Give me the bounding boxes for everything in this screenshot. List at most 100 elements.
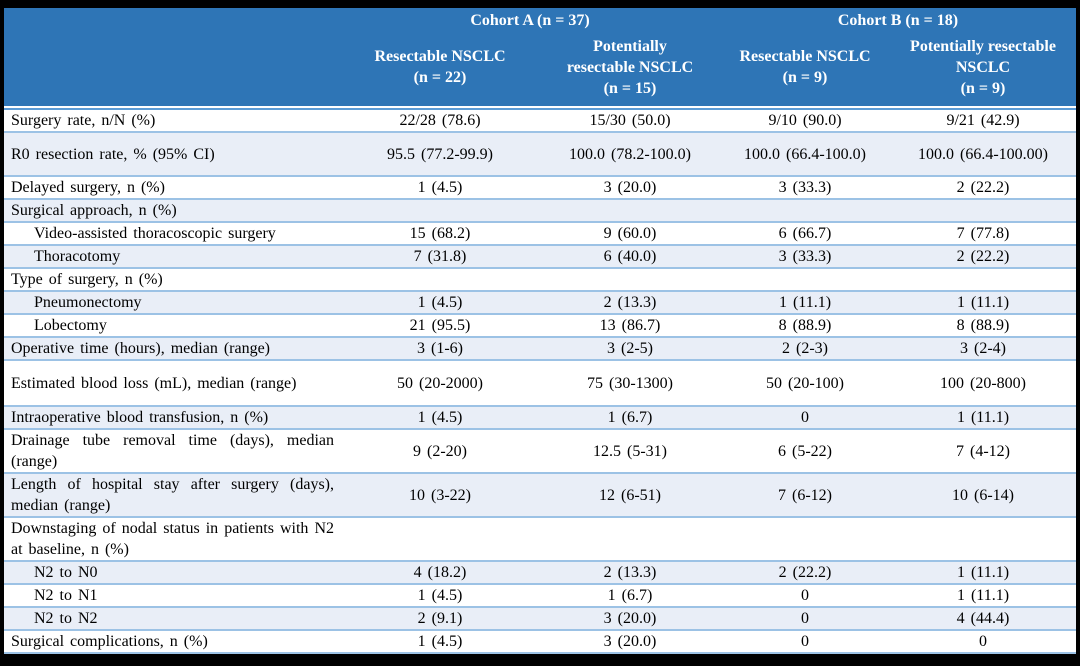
table-row-n2-to-n0: N2 to N0 4 (18.2) 2 (13.3) 2 (22.2) 1 (1… (4, 560, 1076, 583)
table-row-n2-to-n2: N2 to N2 2 (9.1) 3 (20.0) 0 4 (44.4) (4, 606, 1076, 629)
table-body: Surgery rate, n/N (%) 22/28 (78.6) 15/30… (4, 108, 1076, 654)
cell-value: 6 (5-22) (778, 442, 832, 460)
cell-value: 8 (88.9) (778, 317, 832, 334)
row-label: Length of hospital stay after surgery (d… (11, 476, 334, 514)
table-row-intraoperative-transfusion: Intraoperative blood transfusion, n (%) … (4, 405, 1076, 428)
cell-value: 3 (20.0) (603, 610, 657, 627)
table-row-thoracotomy: Thoracotomy 7 (31.8) 6 (40.0) 3 (33.3) 2… (4, 244, 1076, 267)
table-row-operative-time: Operative time (hours), median (range) 3… (4, 336, 1076, 359)
table-row-n2-to-n1: N2 to N1 1 (4.5) 1 (6.7) 0 1 (11.1) (4, 583, 1076, 606)
row-label: N2 to N2 (34, 610, 98, 627)
cell-value (720, 200, 890, 221)
cell-value: 10 (6-14) (952, 486, 1014, 504)
cell-value: 2 (13.3) (603, 564, 657, 581)
cell-value: 2 (2-3) (782, 340, 828, 357)
cell-value: 1 (4.5) (417, 587, 463, 604)
header-col-resectable-b: Resectable NSCLC (n = 9) (739, 48, 871, 86)
cell-value: 0 (801, 587, 809, 604)
cell-value: 0 (801, 633, 809, 650)
cell-value: 3 (33.3) (778, 248, 832, 265)
row-label: Thoracotomy (34, 248, 121, 265)
cell-value: 0 (801, 409, 809, 426)
row-label: Delayed surgery, n (%) (11, 179, 165, 196)
table-row-type-of-surgery-section: Type of surgery, n (%) (4, 267, 1076, 290)
cell-value: 1 (11.1) (956, 409, 1010, 426)
header-cohort-b: Cohort B (n = 18) (837, 12, 959, 29)
table-row-estimated-blood-loss: Estimated blood loss (mL), median (range… (4, 359, 1076, 405)
header-col-potentially-resectable-b: Potentially resectable NSCLC (n = 9) (910, 37, 1056, 97)
table-row-downstaging-section: Downstaging of nodal status in patients … (4, 516, 1076, 560)
cell-value: 7 (6-12) (778, 486, 832, 504)
cell-value: 2 (9.1) (417, 610, 463, 627)
header-cohort-a: Cohort A (n = 37) (470, 12, 590, 29)
cell-value: 9/21 (42.9) (946, 112, 1020, 129)
cell-value: 12 (6-51) (599, 486, 661, 504)
cell-value: 1 (11.1) (956, 294, 1010, 311)
cell-value: 8 (88.9) (956, 317, 1010, 334)
row-label: Downstaging of nodal status in patients … (11, 520, 334, 558)
cell-value (340, 269, 540, 290)
row-label: Lobectomy (34, 317, 107, 334)
cell-value: 22/28 (78.6) (399, 112, 481, 129)
cell-value (540, 200, 720, 221)
cell-value: 9/10 (90.0) (768, 112, 842, 129)
cell-value: 1 (4.5) (417, 294, 463, 311)
table-row-r0-resection: R0 resection rate, % (95% CI) 95.5 (77.2… (4, 131, 1076, 175)
cell-value: 4 (44.4) (956, 610, 1010, 627)
row-label: Pneumonectomy (34, 294, 142, 311)
row-label: Surgical complications, n (%) (11, 633, 208, 650)
cell-value: 0 (801, 610, 809, 627)
row-label: Operative time (hours), median (range) (11, 340, 271, 357)
table-row-pneumonectomy: Pneumonectomy 1 (4.5) 2 (13.3) 1 (11.1) … (4, 290, 1076, 313)
table-header: Cohort A (n = 37) Cohort B (n = 18) Rese… (4, 8, 1076, 108)
cell-value: 12.5 (5-31) (593, 442, 667, 460)
row-label: Type of surgery, n (%) (11, 271, 163, 288)
cell-value: 3 (20.0) (603, 633, 657, 650)
table-row-hospital-stay: Length of hospital stay after surgery (d… (4, 472, 1076, 516)
cell-value: 10 (3-22) (409, 486, 471, 504)
row-label: N2 to N0 (34, 564, 98, 581)
cell-value (890, 269, 1076, 290)
table-row-surgical-complications: Surgical complications, n (%) 1 (4.5) 3 … (4, 629, 1076, 652)
cell-value: 100.0 (78.2-100.0) (569, 145, 691, 163)
row-label: Surgical approach, n (%) (11, 202, 177, 219)
header-col-resectable-a: Resectable NSCLC (n = 22) (374, 48, 506, 86)
row-label: Drainage tube removal time (days), media… (11, 432, 334, 470)
row-label: R0 resection rate, % (95% CI) (11, 145, 215, 163)
cell-value (340, 200, 540, 221)
cell-value: 15/30 (50.0) (589, 112, 671, 129)
cell-value: 1 (6.7) (607, 587, 653, 604)
cell-value: 9 (2-20) (413, 442, 467, 460)
row-label: Surgery rate, n/N (%) (11, 112, 156, 129)
cell-value: 1 (4.5) (417, 409, 463, 426)
cell-value: 4 (18.2) (413, 564, 467, 581)
cell-value: 1 (4.5) (417, 179, 463, 196)
table-row-surgical-approach-section: Surgical approach, n (%) (4, 198, 1076, 221)
surgery-outcomes-table: Cohort A (n = 37) Cohort B (n = 18) Rese… (4, 8, 1076, 654)
cell-value (540, 518, 720, 560)
row-label: Video-assisted thoracoscopic surgery (34, 225, 276, 242)
row-label: Intraoperative blood transfusion, n (%) (11, 409, 269, 426)
header-stub-cell (4, 8, 340, 106)
table-row-delayed-surgery: Delayed surgery, n (%) 1 (4.5) 3 (20.0) … (4, 175, 1076, 198)
cell-value: 7 (31.8) (413, 248, 467, 265)
row-label: N2 to N1 (34, 587, 98, 604)
cell-value (890, 518, 1076, 560)
cell-value (890, 200, 1076, 221)
cell-value (720, 269, 890, 290)
cell-value: 75 (30-1300) (587, 374, 673, 392)
cell-value: 1 (11.1) (956, 587, 1010, 604)
cell-value: 0 (979, 633, 987, 650)
cell-value: 95.5 (77.2-99.9) (387, 145, 493, 163)
cell-value: 100.0 (66.4-100.00) (918, 145, 1048, 163)
cell-value: 6 (40.0) (603, 248, 657, 265)
cell-value: 1 (11.1) (778, 294, 832, 311)
cell-value: 6 (66.7) (778, 225, 832, 242)
cell-value: 50 (20-2000) (397, 374, 483, 392)
cell-value: 2 (13.3) (603, 294, 657, 311)
cell-value: 100.0 (66.4-100.0) (744, 145, 866, 163)
cell-value: 3 (1-6) (417, 340, 463, 357)
header-col-potentially-resectable-a: Potentially resectable NSCLC (n = 15) (566, 37, 694, 97)
table-row-surgery-rate: Surgery rate, n/N (%) 22/28 (78.6) 15/30… (4, 108, 1076, 131)
